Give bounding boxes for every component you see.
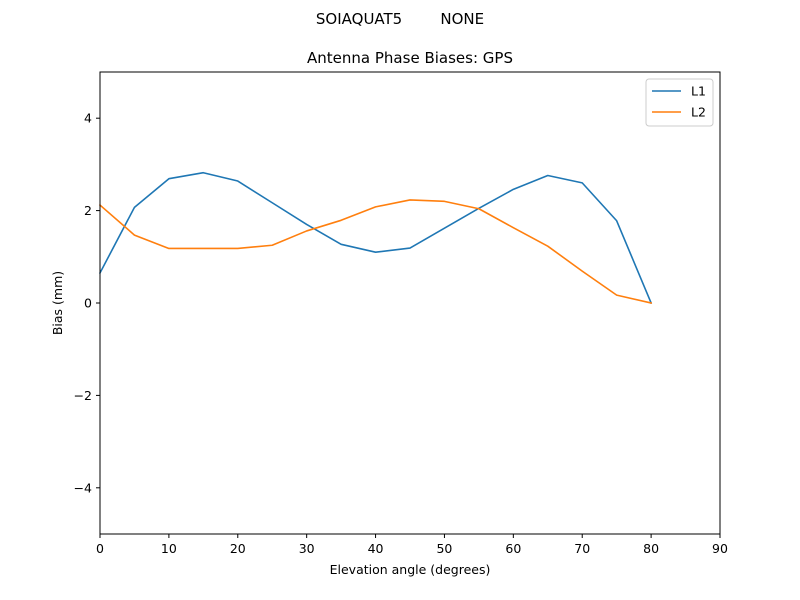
x-tick-label: 10 <box>161 541 177 556</box>
y-tick-label: 0 <box>84 296 92 311</box>
legend-label-l1: L1 <box>691 84 706 99</box>
x-tick-label: 90 <box>712 541 728 556</box>
x-axis: 0 10 20 30 40 50 60 70 80 90 <box>96 534 728 556</box>
plot-frame <box>99 71 721 535</box>
x-tick-label: 20 <box>230 541 246 556</box>
series-line-l2 <box>98 199 653 304</box>
y-tick-label: −2 <box>74 388 92 403</box>
series-line-l1 <box>98 171 653 305</box>
x-tick-label: 50 <box>436 541 452 556</box>
x-axis-label: Elevation angle (degrees) <box>330 562 491 577</box>
chart-title: Antenna Phase Biases: GPS <box>307 49 513 67</box>
x-tick-label: 30 <box>299 541 315 556</box>
x-tick-label: 0 <box>96 541 104 556</box>
x-tick-label: 40 <box>368 541 384 556</box>
y-axis-label: Bias (mm) <box>50 271 65 335</box>
chart-suptitle: SOIAQUAT5 NONE <box>316 10 484 28</box>
x-tick-label: 70 <box>574 541 590 556</box>
y-tick-label: 4 <box>84 111 92 126</box>
y-axis: −4 −2 0 2 4 <box>74 111 100 495</box>
y-tick-label: 2 <box>84 203 92 218</box>
x-tick-label: 80 <box>643 541 659 556</box>
legend-label-l2: L2 <box>691 105 706 120</box>
y-tick-label: −4 <box>74 480 92 495</box>
plot-lines <box>98 171 653 305</box>
x-tick-label: 60 <box>505 541 521 556</box>
